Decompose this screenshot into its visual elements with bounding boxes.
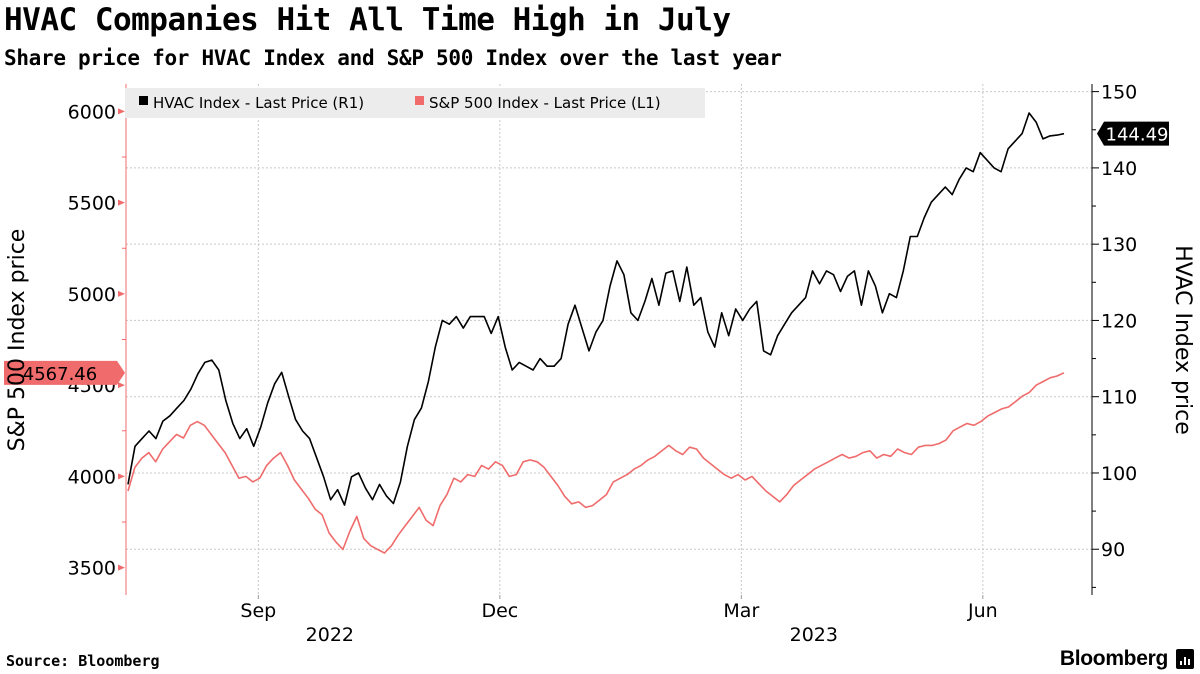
- x-year-label: 2023: [790, 624, 838, 646]
- last-value-callouts: 144.49 4567.46: [4, 121, 1169, 385]
- right-tick-label: 140: [1101, 158, 1137, 180]
- left-tick-label: 4000: [68, 466, 116, 488]
- series-line-spx: [127, 372, 1065, 554]
- left-tick: [118, 290, 125, 297]
- hvac-last-value-box: [1097, 121, 1169, 146]
- right-tick-label: 130: [1101, 234, 1137, 256]
- source-note: Source: Bloomberg: [6, 652, 160, 670]
- series-line-hvac: [127, 112, 1065, 506]
- hvac-last-value: 144.49: [1106, 125, 1169, 146]
- left-tick-label: 5000: [68, 284, 116, 306]
- x-tick-label: Sep: [240, 600, 276, 622]
- legend-swatch-spx: [415, 96, 424, 105]
- right-axis-label: HVAC Index price: [1170, 245, 1195, 435]
- left-tick: [118, 382, 125, 389]
- spx-last-value-box: [4, 360, 125, 385]
- chart-title: HVAC Companies Hit All Time High in July: [4, 2, 731, 38]
- x-axis: Sep Dec Mar Jun 2022 2023: [240, 595, 998, 646]
- left-tick-label: 6000: [68, 101, 116, 123]
- left-tick: [118, 199, 125, 206]
- legend-label-spx: S&P 500 Index - Last Price (L1): [429, 94, 661, 112]
- right-axis: 90 100 110 120 130 140 150: [1091, 82, 1137, 595]
- bloomberg-logo: Bloomberg: [1059, 647, 1168, 670]
- bloomberg-terminal-icon: [1176, 649, 1194, 669]
- right-tick-label: 150: [1101, 82, 1137, 104]
- left-tick: [118, 473, 125, 480]
- x-year-label: 2022: [306, 624, 354, 646]
- chart-subtitle: Share price for HVAC Index and S&P 500 I…: [4, 46, 782, 70]
- right-tick-label: 90: [1101, 539, 1125, 561]
- right-tick-label: 120: [1101, 310, 1137, 332]
- x-tick-label: Mar: [723, 600, 759, 622]
- legend: HVAC Index - Last Price (R1) S&P 500 Ind…: [125, 88, 705, 118]
- x-tick-label: Dec: [481, 600, 518, 622]
- left-tick: [118, 564, 125, 571]
- x-tick-label: Jun: [967, 600, 998, 622]
- left-tick-label: 5500: [68, 193, 116, 215]
- series-layer: [127, 112, 1065, 554]
- spx-last-value: 4567.46: [23, 364, 97, 385]
- gridlines: [126, 84, 1092, 595]
- left-tick: [118, 108, 125, 115]
- left-axis-label: S&P 500 Index price: [5, 229, 30, 452]
- right-tick-label: 110: [1101, 387, 1137, 409]
- legend-swatch-hvac: [139, 96, 148, 105]
- legend-label-hvac: HVAC Index - Last Price (R1): [153, 94, 364, 112]
- right-tick-label: 100: [1101, 463, 1137, 485]
- left-tick-label: 3500: [68, 558, 116, 580]
